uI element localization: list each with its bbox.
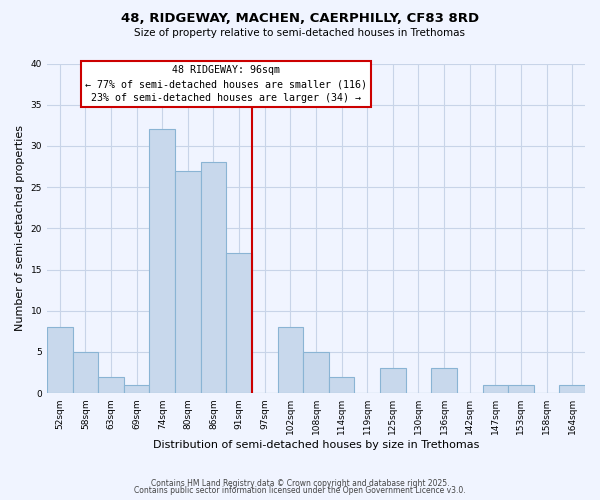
Text: Contains public sector information licensed under the Open Government Licence v3: Contains public sector information licen… <box>134 486 466 495</box>
Text: 48, RIDGEWAY, MACHEN, CAERPHILLY, CF83 8RD: 48, RIDGEWAY, MACHEN, CAERPHILLY, CF83 8… <box>121 12 479 26</box>
Bar <box>226 253 252 393</box>
Text: Size of property relative to semi-detached houses in Trethomas: Size of property relative to semi-detach… <box>134 28 466 38</box>
Bar <box>124 385 149 393</box>
Bar <box>278 328 303 393</box>
Text: 48 RIDGEWAY: 96sqm
← 77% of semi-detached houses are smaller (116)
23% of semi-d: 48 RIDGEWAY: 96sqm ← 77% of semi-detache… <box>85 65 367 103</box>
Bar <box>482 385 508 393</box>
Text: Contains HM Land Registry data © Crown copyright and database right 2025.: Contains HM Land Registry data © Crown c… <box>151 478 449 488</box>
Bar <box>200 162 226 393</box>
Y-axis label: Number of semi-detached properties: Number of semi-detached properties <box>15 126 25 332</box>
Bar <box>508 385 534 393</box>
Bar <box>47 328 73 393</box>
Bar <box>380 368 406 393</box>
Bar <box>73 352 98 393</box>
Bar <box>329 376 355 393</box>
Bar <box>559 385 585 393</box>
Bar <box>431 368 457 393</box>
X-axis label: Distribution of semi-detached houses by size in Trethomas: Distribution of semi-detached houses by … <box>153 440 479 450</box>
Bar <box>303 352 329 393</box>
Bar <box>175 170 200 393</box>
Bar <box>98 376 124 393</box>
Bar <box>149 130 175 393</box>
